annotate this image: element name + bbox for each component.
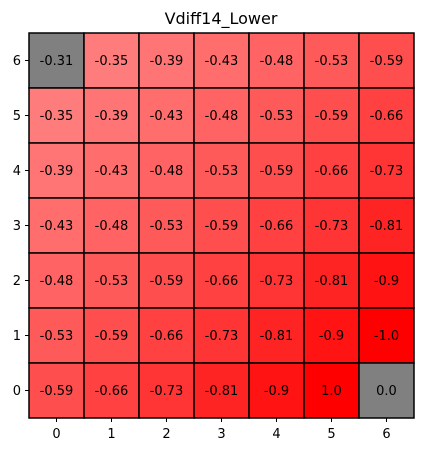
heatmap-cell-x5-y6 [303,32,360,89]
x-tick-label: 5 [327,427,335,442]
cell-label-x4-y5: -0.53 [260,109,294,124]
y-tick-label: 6 [13,54,21,69]
cell-label-x0-y4: -0.39 [40,164,74,179]
heatmap-cell-x2-y0 [138,362,195,419]
heatmap-cell-x2-y5 [138,87,195,144]
cell-label-x4-y3: -0.66 [260,219,294,234]
cell-label-x6-y4: -0.73 [370,164,404,179]
heatmap-cell-x0-y2 [28,252,85,309]
cell-label-x3-y6: -0.43 [205,54,239,69]
cell-label-x3-y5: -0.48 [205,109,239,124]
heatmap-cell-x2-y2 [138,252,195,309]
y-tick-label: 0 [13,384,21,399]
cell-label-x5-y4: -0.66 [315,164,349,179]
heatmap-cell-x3-y4 [193,142,250,199]
cell-label-x6-y3: -0.81 [370,219,404,234]
y-tick-label: 1 [13,329,21,344]
heatmap-cell-x2-y4 [138,142,195,199]
heatmap-cell-x0-y1 [28,307,85,364]
heatmap-cell-x4-y0 [248,362,305,419]
cell-label-x5-y6: -0.53 [315,54,349,69]
heatmap-cell-x6-y1 [358,307,415,364]
x-tick-label: 6 [382,427,390,442]
cell-label-x5-y3: -0.73 [315,219,349,234]
cell-label-x0-y2: -0.48 [40,274,74,289]
cell-value-labels: -0.31 -0.35 -0.39 -0.43 -0.48 -0.53 -0.59 -0.35… [40,54,404,399]
heatmap-cell-x4-y4 [248,142,305,199]
cell-label-x3-y0: -0.81 [205,384,239,399]
cell-label-x3-y4: -0.53 [205,164,239,179]
cell-label-x0-y0: -0.59 [40,384,74,399]
heatmap-cell-x6-y3 [358,197,415,254]
cell-label-x3-y3: -0.59 [205,219,239,234]
cell-label-x1-y0: -0.66 [95,384,129,399]
heatmap-cell-x5-y4 [303,142,360,199]
cell-label-x3-y2: -0.66 [205,274,239,289]
cell-label-x4-y0: -0.9 [264,384,289,399]
heatmap-cell-x3-y0 [193,362,250,419]
cell-label-x1-y4: -0.43 [95,164,129,179]
cell-label-x0-y6: -0.31 [40,54,74,69]
cell-label-x4-y6: -0.48 [260,54,294,69]
heatmap-cell-x4-y5 [248,87,305,144]
cell-label-x0-y1: -0.53 [40,329,74,344]
cell-label-x0-y3: -0.43 [40,219,74,234]
heatmap-cell-x1-y4 [83,142,140,199]
y-tick-label: 2 [13,274,21,289]
x-tick-label: 4 [272,427,280,442]
heatmap-cell-x6-y0 [358,362,415,419]
y-tick-label: 4 [13,164,21,179]
heatmap-cell-x1-y1 [83,307,140,364]
cell-label-x5-y2: -0.81 [315,274,349,289]
cell-label-x5-y1: -0.9 [319,329,344,344]
cell-label-x1-y3: -0.48 [95,219,129,234]
heatmap-cells [28,32,415,419]
cell-label-x0-y5: -0.35 [40,109,74,124]
heatmap-cell-x5-y3 [303,197,360,254]
heatmap-cell-x1-y3 [83,197,140,254]
cell-label-x4-y2: -0.73 [260,274,294,289]
cell-label-x5-y0: 1.0 [321,384,342,399]
cell-label-x2-y6: -0.39 [150,54,184,69]
cell-label-x2-y0: -0.73 [150,384,184,399]
heatmap-cell-x5-y0 [303,362,360,419]
x-tick-label: 2 [162,427,170,442]
chart-title: Vdiff14_Lower [165,9,278,29]
cell-label-x6-y5: -0.66 [370,109,404,124]
cell-label-x4-y1: -0.81 [260,329,294,344]
cell-label-x2-y2: -0.59 [150,274,184,289]
cell-label-x6-y0: 0.0 [376,384,397,399]
cell-label-x3-y1: -0.73 [205,329,239,344]
cell-label-x4-y4: -0.59 [260,164,294,179]
y-tick-label: 5 [13,109,21,124]
cell-label-x1-y5: -0.39 [95,109,129,124]
x-tick-label: 3 [217,427,225,442]
cell-label-x1-y2: -0.53 [95,274,129,289]
cell-label-x2-y5: -0.43 [150,109,184,124]
heatmap-cell-x6-y4 [358,142,415,199]
x-tick-label: 0 [52,427,60,442]
heatmap-cell-x0-y3 [28,197,85,254]
axes: 0 1 2 3 4 5 6 6 5 4 3 2 1 0 [13,32,415,442]
cell-label-x1-y6: -0.35 [95,54,129,69]
cell-label-x6-y1: -1.0 [374,329,399,344]
cell-label-x2-y4: -0.48 [150,164,184,179]
cell-label-x6-y6: -0.59 [370,54,404,69]
cell-label-x2-y1: -0.66 [150,329,184,344]
x-tick-label: 1 [107,427,115,442]
y-tick-label: 3 [13,219,21,234]
cell-label-x1-y1: -0.59 [95,329,129,344]
cell-label-x2-y3: -0.53 [150,219,184,234]
cell-label-x5-y5: -0.59 [315,109,349,124]
heatmap-cell-x6-y5 [358,87,415,144]
heatmap-cell-x1-y6 [83,32,140,89]
cell-label-x6-y2: -0.9 [374,274,399,289]
